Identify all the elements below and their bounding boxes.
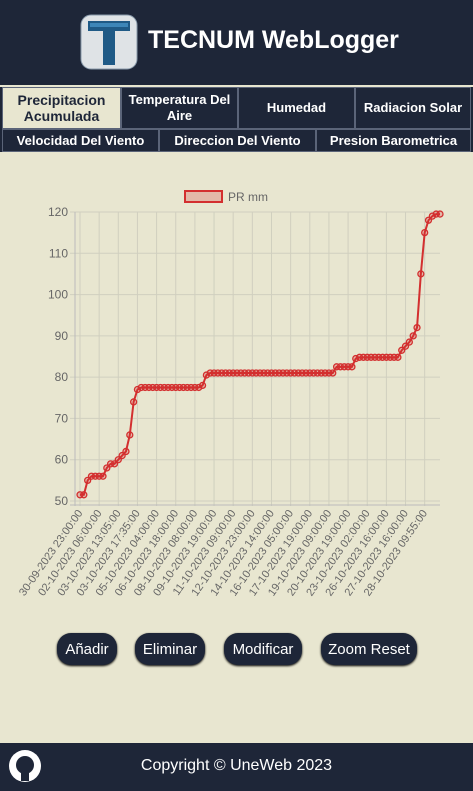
legend-swatch bbox=[184, 190, 223, 203]
y-tick-label: 70 bbox=[55, 411, 69, 425]
tab[interactable]: Direccion Del Viento bbox=[159, 129, 316, 152]
y-tick-label: 80 bbox=[55, 370, 69, 384]
data-point bbox=[80, 491, 88, 499]
data-point bbox=[129, 398, 138, 406]
data-point bbox=[409, 332, 417, 340]
data-point bbox=[421, 228, 429, 237]
data-point bbox=[417, 270, 425, 278]
tab[interactable]: Radiacion Solar bbox=[355, 87, 471, 129]
button[interactable]: Zoom Reset bbox=[321, 633, 417, 665]
tab[interactable]: Humedad bbox=[238, 87, 355, 129]
data-point bbox=[122, 447, 130, 456]
button[interactable]: Añadir bbox=[57, 633, 117, 665]
legend-label: PR mm bbox=[228, 190, 268, 204]
tab[interactable]: Precipitacion Acumulada bbox=[2, 87, 121, 129]
data-point bbox=[413, 323, 421, 332]
data-point bbox=[394, 353, 402, 361]
y-tick-label: 120 bbox=[48, 205, 68, 219]
data-point bbox=[329, 369, 337, 377]
y-tick-label: 50 bbox=[55, 494, 69, 508]
data-point bbox=[198, 381, 207, 390]
tab-row: Velocidad Del Viento Direccion Del Vient… bbox=[0, 129, 473, 152]
github-icon[interactable] bbox=[8, 749, 42, 783]
data-point bbox=[99, 472, 107, 480]
y-tick-label: 90 bbox=[55, 329, 69, 343]
copyright: Copyright © UneWeb 2023 bbox=[140, 757, 333, 774]
app-title: TECNUM WebLogger bbox=[148, 26, 399, 54]
tab[interactable]: Temperatura Del Aire bbox=[121, 87, 238, 129]
tab[interactable]: Velocidad Del Viento bbox=[2, 129, 159, 152]
button[interactable]: Modificar bbox=[224, 633, 302, 665]
y-tick-label: 110 bbox=[49, 246, 68, 260]
y-tick-label: 60 bbox=[55, 453, 69, 467]
data-point bbox=[126, 431, 134, 439]
data-point bbox=[405, 338, 414, 346]
header: TECNUM WebLogger bbox=[0, 0, 473, 85]
logo bbox=[80, 14, 138, 70]
data-point bbox=[348, 363, 356, 371]
tab-row: Precipitacion Acumulada Temperatura Del … bbox=[0, 87, 473, 129]
tab[interactable]: Presion Barometrica bbox=[316, 129, 471, 152]
data-point bbox=[436, 210, 444, 218]
button[interactable]: Eliminar bbox=[135, 633, 205, 665]
y-tick-label: 100 bbox=[48, 288, 68, 302]
footer: Copyright © UneWeb 2023 bbox=[0, 743, 473, 791]
